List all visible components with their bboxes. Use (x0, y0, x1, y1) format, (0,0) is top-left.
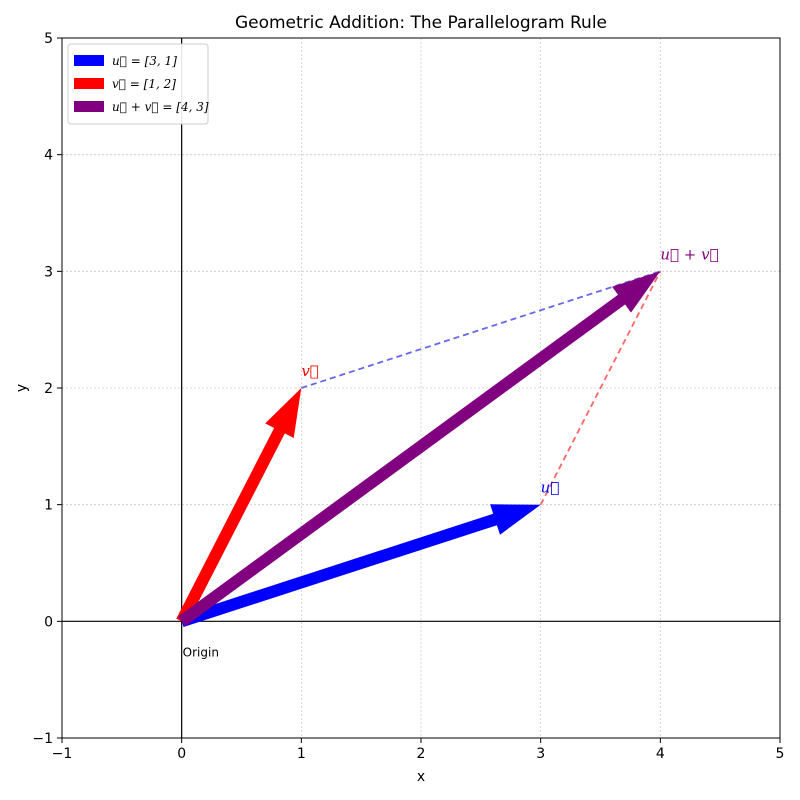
legend-entry: u⃗ = [3, 1] (112, 54, 177, 68)
x-axis-label: x (417, 769, 425, 785)
legend-swatch (74, 78, 104, 89)
x-tick-label: 5 (776, 746, 785, 762)
x-tick-label: 0 (177, 746, 186, 762)
legend: u⃗ = [3, 1] v⃗ = [1, 2] u⃗ + v⃗ = [4, 3] (67, 43, 209, 125)
y-tick-label: 3 (44, 264, 53, 280)
dashed-lines (301, 270, 662, 506)
ticks: −1 0 1 2 3 4 5 −1 0 1 2 3 4 5 (32, 31, 784, 762)
legend-swatch (74, 55, 104, 66)
x-tick-label: 3 (536, 746, 545, 762)
vector-sum-arrow (178, 271, 661, 627)
vector-sum-label: u⃗ + v⃗ (660, 245, 718, 263)
dashed-guide-line (301, 270, 661, 389)
y-tick-label: 4 (44, 148, 53, 164)
x-tick-label: 4 (656, 746, 665, 762)
x-tick-label: −1 (52, 746, 73, 762)
vector-u-arrow (179, 504, 541, 627)
x-tick-label: 1 (297, 746, 306, 762)
vector-v-arrow (176, 388, 302, 625)
y-tick-label: 5 (44, 31, 53, 47)
vector-v-label: v⃗ (301, 362, 318, 380)
vectors (176, 271, 661, 627)
vector-labels: u⃗ v⃗ u⃗ + v⃗ (301, 245, 718, 496)
y-tick-label: 1 (44, 498, 53, 514)
legend-entry: u⃗ + v⃗ = [4, 3] (112, 100, 209, 114)
legend-entry: v⃗ = [1, 2] (112, 77, 176, 91)
dashed-guide-line (539, 270, 662, 506)
y-tick-label: 0 (44, 614, 53, 630)
vector-u-label: u⃗ (541, 479, 560, 497)
y-tick-label: −1 (32, 731, 53, 747)
y-tick-label: 2 (44, 381, 53, 397)
legend-swatch (74, 101, 104, 112)
origin-annotation: Origin (183, 645, 219, 659)
x-tick-label: 2 (417, 746, 426, 762)
y-axis-label: y (14, 384, 30, 392)
chart-title: Geometric Addition: The Parallelogram Ru… (235, 13, 607, 33)
